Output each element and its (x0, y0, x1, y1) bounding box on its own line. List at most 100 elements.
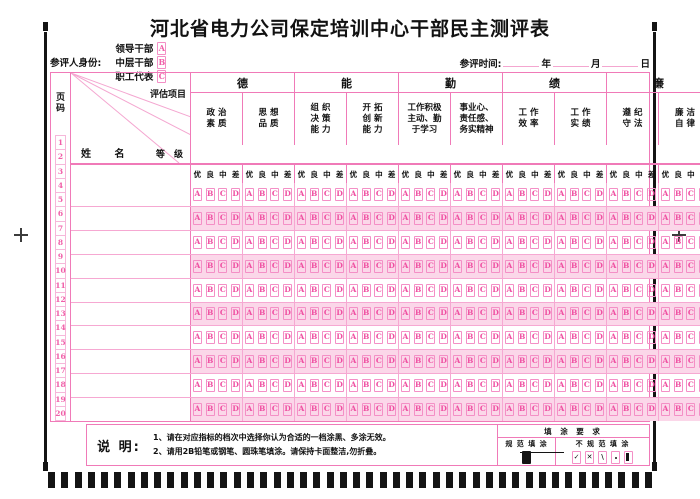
table-row[interactable]: ABCDABCDABCDABCDABCDABCDABCDABCDABCDABCD… (71, 206, 700, 231)
bubble-cell[interactable]: D (437, 398, 450, 421)
bubble-cell[interactable]: D (281, 207, 294, 230)
bubble-cell[interactable]: D (333, 231, 346, 254)
identity-bubble-a[interactable]: A (157, 41, 167, 55)
page-code-20[interactable]: 20 (55, 405, 66, 421)
page-code-1[interactable]: 1 (55, 135, 66, 150)
bubble-cell[interactable]: D (541, 350, 554, 373)
answer-bubble-A[interactable]: A (556, 235, 566, 249)
answer-bubble-A[interactable]: A (660, 355, 670, 369)
answer-bubble-C[interactable]: C (530, 307, 540, 321)
bubble-cell[interactable]: D (281, 303, 294, 326)
answer-bubble-B[interactable]: B (257, 307, 267, 321)
bubble-cell[interactable]: C (373, 398, 386, 421)
bubble-cell[interactable]: C (373, 231, 386, 254)
answer-bubble-A[interactable]: A (660, 235, 670, 249)
answer-bubble-B[interactable]: B (205, 235, 215, 249)
answer-bubble-B[interactable]: B (413, 211, 423, 225)
answer-bubble-C[interactable]: C (686, 403, 696, 417)
answer-bubble-D[interactable]: D (283, 283, 293, 297)
answer-bubble-A[interactable]: A (296, 331, 306, 345)
bubble-cell[interactable]: C (477, 183, 490, 206)
bubble-cell[interactable]: C (633, 183, 646, 206)
bubble-cell[interactable]: B (204, 398, 217, 421)
answer-bubble-C[interactable]: C (322, 235, 332, 249)
answer-bubble-D[interactable]: D (231, 355, 241, 369)
bubble-cell[interactable]: A (347, 255, 360, 278)
answer-bubble-B[interactable]: B (569, 235, 579, 249)
bubble-cell[interactable]: B (516, 255, 529, 278)
answer-bubble-A[interactable]: A (608, 331, 618, 345)
bubble-cell[interactable]: A (659, 303, 672, 326)
bubble-cell[interactable]: D (437, 183, 450, 206)
answer-bubble-A[interactable]: A (348, 355, 358, 369)
bubble-cell[interactable]: D (333, 279, 346, 302)
answer-bubble-B[interactable]: B (413, 355, 423, 369)
bubble-cell[interactable]: D (489, 398, 502, 421)
answer-bubble-D[interactable]: D (335, 307, 345, 321)
answer-bubble-A[interactable]: A (244, 307, 254, 321)
bubble-cell[interactable]: B (308, 374, 321, 397)
answer-bubble-D[interactable]: D (439, 331, 449, 345)
name-input-cell[interactable] (71, 254, 191, 278)
answer-bubble-A[interactable]: A (556, 259, 566, 273)
bubble-cell[interactable]: A (503, 207, 516, 230)
bubble-cell[interactable]: A (191, 255, 204, 278)
answer-bubble-C[interactable]: C (218, 235, 228, 249)
bubble-cell[interactable]: A (243, 398, 256, 421)
answer-bubble-D[interactable]: D (283, 259, 293, 273)
bubble-cell[interactable]: B (568, 183, 581, 206)
answer-bubble-C[interactable]: C (582, 355, 592, 369)
answer-bubble-A[interactable]: A (400, 187, 410, 201)
answer-bubble-C[interactable]: C (686, 211, 696, 225)
answer-bubble-D[interactable]: D (543, 355, 553, 369)
bubble-cell[interactable]: B (620, 398, 633, 421)
bubble-cell[interactable]: C (477, 303, 490, 326)
answer-bubble-C[interactable]: C (322, 187, 332, 201)
identity-bubble-c[interactable]: C (157, 69, 167, 83)
answer-bubble-A[interactable]: A (296, 307, 306, 321)
bubble-cell[interactable]: B (464, 398, 477, 421)
bubble-cell[interactable]: C (217, 279, 230, 302)
answer-bubble-C[interactable]: C (686, 283, 696, 297)
bubble-cell[interactable]: D (229, 231, 242, 254)
answer-bubble-B[interactable]: B (517, 331, 527, 345)
answer-bubble-A[interactable]: A (348, 331, 358, 345)
bubble-cell[interactable]: D (229, 398, 242, 421)
bubble-cell[interactable]: A (243, 231, 256, 254)
answer-bubble-D[interactable]: D (595, 379, 605, 393)
answer-bubble-C[interactable]: C (426, 355, 436, 369)
bubble-cell[interactable]: A (503, 303, 516, 326)
bubble-cell[interactable]: D (281, 326, 294, 349)
bubble-cell[interactable]: B (412, 326, 425, 349)
answer-bubble-A[interactable]: A (452, 307, 462, 321)
answer-bubble-C[interactable]: C (634, 235, 644, 249)
bubble-cell[interactable]: A (607, 231, 620, 254)
bubble-cell[interactable]: D (281, 279, 294, 302)
answer-bubble-B[interactable]: B (517, 283, 527, 297)
answer-bubble-B[interactable]: B (205, 283, 215, 297)
date-input-0[interactable] (503, 55, 540, 67)
answer-bubble-D[interactable]: D (595, 307, 605, 321)
answer-bubble-D[interactable]: D (439, 211, 449, 225)
answer-bubble-A[interactable]: A (660, 259, 670, 273)
answer-bubble-B[interactable]: B (309, 331, 319, 345)
bubble-cell[interactable]: A (555, 374, 568, 397)
bubble-cell[interactable]: D (645, 374, 658, 397)
bubble-cell[interactable]: B (256, 279, 269, 302)
answer-bubble-D[interactable]: D (387, 235, 397, 249)
date-input-1[interactable] (552, 55, 589, 67)
name-input-cell[interactable] (71, 278, 191, 302)
answer-bubble-A[interactable]: A (192, 307, 202, 321)
bubble-cell[interactable]: C (685, 398, 698, 421)
bubble-cell[interactable]: B (620, 231, 633, 254)
answer-bubble-A[interactable]: A (244, 403, 254, 417)
bubble-cell[interactable]: C (269, 279, 282, 302)
answer-bubble-C[interactable]: C (218, 283, 228, 297)
bubble-cell[interactable]: B (464, 207, 477, 230)
table-row[interactable]: ABCDABCDABCDABCDABCDABCDABCDABCDABCDABCD… (71, 278, 700, 303)
bubble-cell[interactable]: A (607, 326, 620, 349)
answer-bubble-D[interactable]: D (491, 235, 501, 249)
bubble-cell[interactable]: C (217, 231, 230, 254)
answer-bubble-A[interactable]: A (400, 355, 410, 369)
answer-bubble-C[interactable]: C (686, 235, 696, 249)
